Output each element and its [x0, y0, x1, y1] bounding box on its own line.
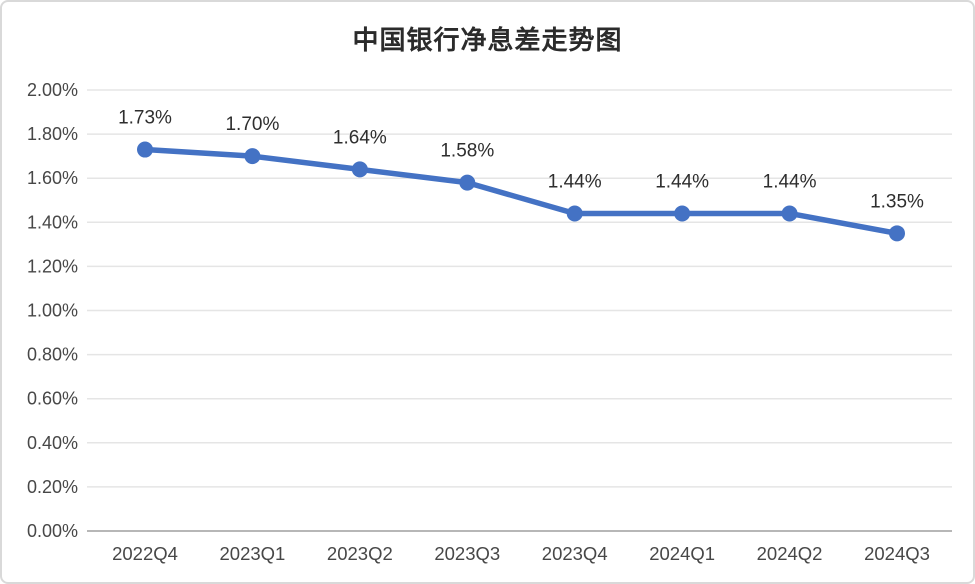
y-tick-label: 1.00% — [27, 301, 78, 321]
data-point-marker — [889, 225, 905, 242]
x-tick-label: 2024Q1 — [649, 543, 715, 564]
y-tick-label: 1.40% — [27, 212, 78, 232]
data-point-label: 1.58% — [440, 141, 494, 162]
x-tick-label: 2023Q3 — [434, 543, 500, 564]
x-tick-label: 2022Q4 — [112, 543, 178, 564]
data-point-marker — [351, 161, 368, 178]
data-point-label: 1.70% — [225, 114, 279, 135]
data-point-marker — [566, 205, 583, 222]
data-point-marker — [459, 174, 476, 191]
data-point-label: 1.44% — [548, 171, 602, 192]
x-tick-label: 2023Q4 — [542, 543, 608, 564]
x-tick-label: 2024Q2 — [757, 543, 823, 564]
data-point-label: 1.64% — [333, 127, 387, 148]
y-tick-label: 1.60% — [27, 168, 78, 188]
data-point-marker — [781, 205, 798, 222]
data-point-label: 1.44% — [763, 171, 817, 192]
y-tick-label: 0.20% — [27, 477, 78, 497]
data-point-marker — [137, 141, 153, 158]
data-point-label: 1.44% — [655, 171, 709, 192]
y-tick-label: 1.80% — [27, 124, 78, 144]
y-tick-label: 0.60% — [27, 389, 78, 409]
y-tick-label: 0.80% — [27, 345, 78, 365]
y-tick-label: 1.20% — [27, 256, 78, 276]
y-tick-label: 0.00% — [27, 521, 78, 541]
data-point-label: 1.35% — [870, 191, 924, 212]
x-tick-label: 2024Q3 — [864, 543, 930, 564]
chart-title: 中国银行净息差走势图 — [352, 25, 623, 55]
x-tick-label: 2023Q1 — [220, 543, 286, 564]
data-point-marker — [244, 148, 261, 165]
trend-line — [142, 146, 900, 237]
data-point-label: 1.73% — [118, 108, 172, 129]
data-point-marker — [674, 205, 691, 222]
x-tick-label: 2023Q2 — [327, 543, 393, 564]
y-tick-label: 2.00% — [27, 80, 78, 100]
y-tick-label: 0.40% — [27, 433, 78, 453]
